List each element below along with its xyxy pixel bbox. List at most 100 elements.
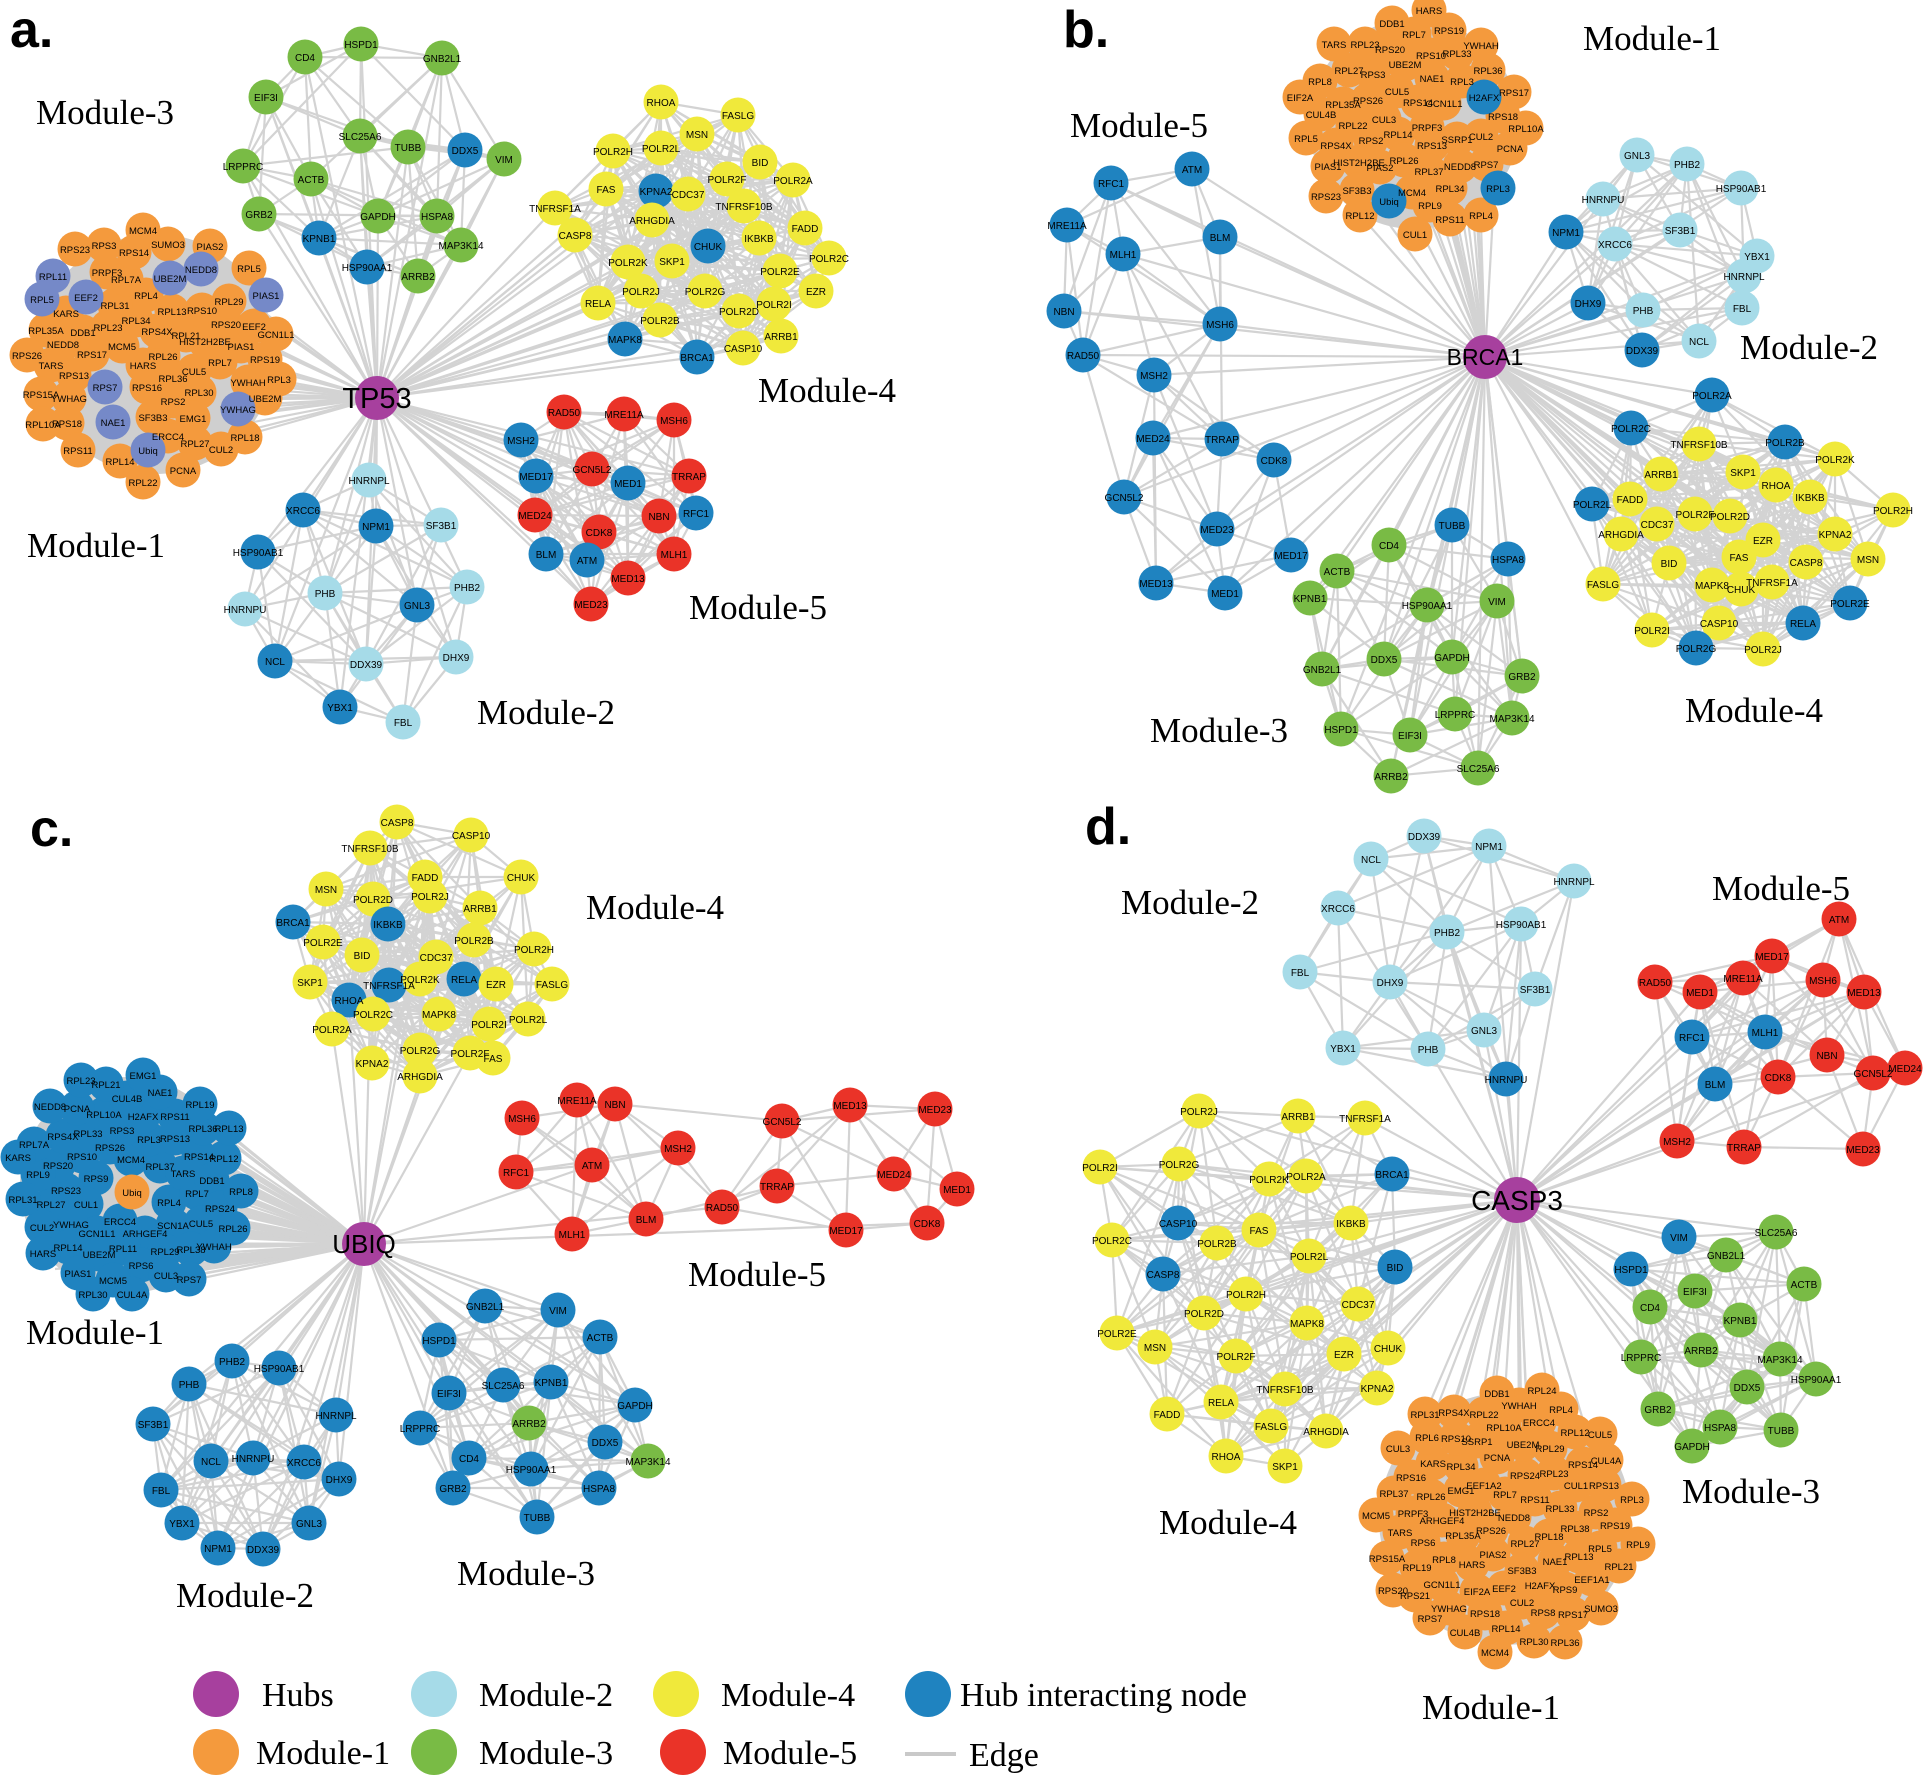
svg-text:PIAS1: PIAS1 bbox=[228, 342, 255, 353]
svg-text:RPS26: RPS26 bbox=[1353, 96, 1383, 107]
svg-text:CUL5: CUL5 bbox=[1385, 87, 1409, 98]
svg-text:RPL36: RPL36 bbox=[158, 374, 187, 385]
svg-text:Ubiq: Ubiq bbox=[1379, 197, 1399, 208]
svg-text:DDX39: DDX39 bbox=[247, 1545, 280, 1556]
svg-text:CUL4B: CUL4B bbox=[1450, 1628, 1481, 1639]
svg-text:HNRNPL: HNRNPL bbox=[348, 476, 390, 487]
svg-text:CASP10: CASP10 bbox=[724, 344, 763, 355]
svg-text:c.: c. bbox=[30, 800, 73, 858]
svg-text:RPL31: RPL31 bbox=[100, 301, 129, 312]
svg-text:RPL24: RPL24 bbox=[1527, 1386, 1556, 1397]
svg-text:MED23: MED23 bbox=[918, 1105, 952, 1116]
svg-text:YBX1: YBX1 bbox=[1744, 252, 1770, 263]
svg-text:Module-1: Module-1 bbox=[1422, 1688, 1560, 1727]
svg-text:RPL35A: RPL35A bbox=[28, 326, 64, 337]
svg-text:IKBKB: IKBKB bbox=[373, 920, 403, 931]
svg-text:RFC1: RFC1 bbox=[1098, 179, 1125, 190]
svg-text:RPS18: RPS18 bbox=[1470, 1609, 1500, 1620]
svg-text:HNRNPU: HNRNPU bbox=[224, 605, 267, 616]
svg-text:RPL12: RPL12 bbox=[1560, 1428, 1589, 1439]
svg-text:POLR2J: POLR2J bbox=[411, 892, 449, 903]
svg-text:GCN5L2: GCN5L2 bbox=[573, 465, 612, 476]
svg-text:MCM5: MCM5 bbox=[1362, 1511, 1390, 1522]
svg-text:ARHGDIA: ARHGDIA bbox=[1598, 530, 1644, 541]
svg-text:Module-2: Module-2 bbox=[479, 1677, 613, 1714]
svg-text:Module-5: Module-5 bbox=[688, 1255, 826, 1294]
svg-text:H2AFX: H2AFX bbox=[1469, 93, 1500, 104]
svg-text:RPS14: RPS14 bbox=[1568, 1460, 1598, 1471]
svg-text:RPS11: RPS11 bbox=[160, 1112, 189, 1123]
svg-text:RPL13: RPL13 bbox=[1564, 1552, 1593, 1563]
svg-text:TNFRSF1A: TNFRSF1A bbox=[1746, 578, 1798, 589]
svg-text:FADD: FADD bbox=[1154, 1410, 1181, 1421]
svg-text:PIAS1: PIAS1 bbox=[1315, 162, 1342, 173]
svg-text:RPS6: RPS6 bbox=[1411, 1538, 1436, 1549]
svg-text:HSPA8: HSPA8 bbox=[421, 212, 453, 223]
svg-text:HNRNPU: HNRNPU bbox=[1485, 1075, 1528, 1086]
svg-text:NPM1: NPM1 bbox=[1475, 842, 1503, 853]
svg-text:RPS14: RPS14 bbox=[1403, 98, 1433, 109]
svg-text:TNFRSF1A: TNFRSF1A bbox=[1339, 1114, 1391, 1125]
svg-text:ERCC4: ERCC4 bbox=[1523, 1418, 1555, 1429]
svg-text:RPL22: RPL22 bbox=[1469, 1410, 1498, 1421]
svg-text:MLH1: MLH1 bbox=[661, 550, 688, 561]
svg-text:BID: BID bbox=[1387, 1263, 1404, 1274]
svg-text:FBL: FBL bbox=[1291, 968, 1310, 979]
svg-text:POLR2H: POLR2H bbox=[514, 945, 554, 956]
svg-text:FBL: FBL bbox=[152, 1486, 171, 1497]
svg-text:RPL27: RPL27 bbox=[1334, 66, 1363, 77]
svg-text:RPL33: RPL33 bbox=[1545, 1504, 1574, 1515]
svg-text:RPL23: RPL23 bbox=[93, 323, 122, 334]
svg-text:CASP10: CASP10 bbox=[1700, 619, 1739, 630]
svg-text:SLC25A6: SLC25A6 bbox=[1755, 1228, 1798, 1239]
svg-text:CASP3: CASP3 bbox=[1471, 1185, 1563, 1216]
svg-text:MCM5: MCM5 bbox=[108, 342, 136, 353]
svg-text:RAD50: RAD50 bbox=[1067, 351, 1100, 362]
svg-text:RPL14: RPL14 bbox=[53, 1243, 82, 1254]
svg-text:CDC37: CDC37 bbox=[1342, 1300, 1375, 1311]
svg-text:MSH2: MSH2 bbox=[507, 436, 535, 447]
svg-text:SLC25A6: SLC25A6 bbox=[1457, 764, 1500, 775]
svg-text:VIM: VIM bbox=[549, 1306, 567, 1317]
svg-text:d.: d. bbox=[1085, 798, 1131, 856]
svg-text:TNFRSF1A: TNFRSF1A bbox=[363, 981, 415, 992]
svg-text:HARS: HARS bbox=[1459, 1560, 1485, 1571]
svg-text:RPS19: RPS19 bbox=[1434, 26, 1464, 37]
svg-text:RPS19: RPS19 bbox=[250, 355, 280, 366]
svg-text:RAD50: RAD50 bbox=[706, 1203, 739, 1214]
svg-text:POLR2D: POLR2D bbox=[353, 895, 393, 906]
svg-text:CD4: CD4 bbox=[1640, 1303, 1660, 1314]
svg-text:RPL11: RPL11 bbox=[109, 1244, 137, 1255]
svg-text:RPS26: RPS26 bbox=[12, 351, 42, 362]
svg-text:MAPK8: MAPK8 bbox=[1290, 1319, 1324, 1330]
svg-text:KPNB1: KPNB1 bbox=[1294, 594, 1327, 605]
svg-text:Module-2: Module-2 bbox=[1740, 328, 1878, 367]
svg-text:RPL5: RPL5 bbox=[30, 295, 54, 306]
svg-text:RPL12: RPL12 bbox=[1345, 211, 1374, 222]
svg-text:EEF1A2: EEF1A2 bbox=[1466, 1481, 1501, 1492]
svg-text:MAPK8: MAPK8 bbox=[1695, 581, 1729, 592]
svg-text:RPS2: RPS2 bbox=[161, 397, 186, 408]
svg-text:UBE2M: UBE2M bbox=[154, 274, 187, 285]
svg-text:SLC25A6: SLC25A6 bbox=[482, 1381, 525, 1392]
svg-text:RPL4: RPL4 bbox=[134, 291, 158, 302]
svg-text:FADD: FADD bbox=[792, 224, 819, 235]
svg-text:NPM1: NPM1 bbox=[362, 522, 390, 533]
svg-text:CUL1: CUL1 bbox=[1403, 230, 1427, 241]
svg-text:UBE2M: UBE2M bbox=[83, 1250, 116, 1261]
svg-text:TNFRSF1A: TNFRSF1A bbox=[529, 204, 581, 215]
svg-text:DDX5: DDX5 bbox=[592, 1438, 619, 1449]
svg-text:FADD: FADD bbox=[412, 873, 439, 884]
svg-text:NCL: NCL bbox=[201, 1457, 221, 1468]
svg-text:GAPDH: GAPDH bbox=[360, 212, 396, 223]
svg-text:POLR2B: POLR2B bbox=[454, 936, 494, 947]
svg-text:RPS17: RPS17 bbox=[1558, 1610, 1588, 1621]
svg-text:RPL29: RPL29 bbox=[150, 1247, 179, 1258]
svg-text:RPS10: RPS10 bbox=[1416, 51, 1446, 62]
svg-text:CASP8: CASP8 bbox=[559, 231, 592, 242]
svg-text:MED13: MED13 bbox=[1847, 988, 1881, 999]
svg-text:ARHGDIA: ARHGDIA bbox=[397, 1072, 443, 1083]
svg-text:Module-4: Module-4 bbox=[721, 1677, 855, 1714]
svg-text:RPS18: RPS18 bbox=[1488, 112, 1518, 123]
svg-text:CUL4B: CUL4B bbox=[1306, 110, 1337, 121]
